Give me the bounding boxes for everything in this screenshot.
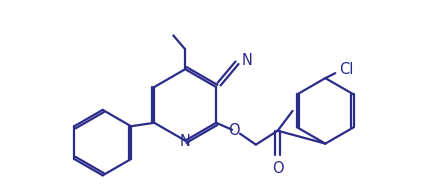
Text: O: O: [228, 123, 240, 138]
Text: N: N: [180, 134, 190, 149]
Text: Cl: Cl: [339, 62, 353, 77]
Text: N: N: [242, 53, 253, 68]
Text: O: O: [272, 161, 283, 177]
